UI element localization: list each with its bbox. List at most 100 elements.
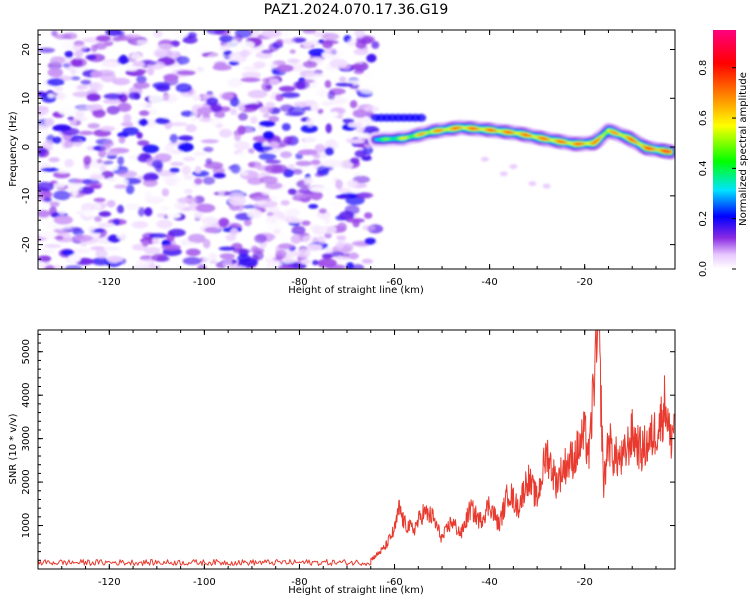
spectrogram-noise-blob	[266, 215, 278, 224]
spectrogram-noise-blob	[124, 203, 141, 210]
spectrogram-noise-blob	[262, 131, 275, 140]
spectrogram-noise-blob	[292, 168, 303, 175]
spectrogram-noise-blob	[68, 253, 81, 263]
snr-axes: -120 -100 -80 -60 -40 -20 1000 2000 3000 4000 5000	[21, 330, 675, 588]
spectrogram-noise-blob	[137, 140, 150, 146]
spectrogram-noise-blob	[177, 196, 198, 204]
spectrogram-noise-blob	[230, 227, 239, 236]
spectrogram-noise-blob	[335, 255, 352, 261]
spectrogram-noise-blob	[78, 130, 94, 136]
spectrogram-noise-blob	[351, 63, 365, 70]
spectrogram-noise-blob	[185, 124, 197, 133]
snr-frame	[37, 329, 676, 570]
spectrogram-noise-blob	[138, 206, 145, 217]
spectrogram-noise-blob	[235, 30, 253, 38]
spectrogram-noise-blob	[203, 146, 214, 153]
spectrogram-noise-blob	[345, 218, 365, 223]
spectrogram-noise-blob	[213, 172, 226, 179]
spectrogram-noise-blob	[160, 205, 170, 211]
spectrogram-noise-blob	[128, 92, 141, 100]
spectrogram-noise-blob	[38, 106, 49, 116]
spectrogram-noise-blob	[170, 161, 184, 166]
spectrogram-noise-blob	[91, 257, 110, 266]
spectrogram-xtick-label: -60	[386, 277, 402, 288]
spectrogram-noise-blob	[352, 109, 368, 118]
spectrogram-noise-blob	[102, 98, 123, 104]
spectrogram-noise-blob	[88, 225, 95, 233]
spectrogram-noise-blob	[361, 258, 373, 264]
spectrogram-noise-blob	[247, 209, 262, 219]
spectrogram-noise-blob	[284, 218, 303, 224]
spectrogram-noise-blob	[100, 144, 111, 151]
spectrogram-ridge-cell	[588, 142, 592, 145]
spectrogram-noise-blob	[38, 47, 55, 53]
spectrogram-noise-blob	[192, 151, 207, 156]
spectrogram-noise-blob	[337, 187, 351, 194]
spectrogram-noise-blob	[147, 174, 159, 180]
spectrogram-secondary-band	[416, 113, 427, 122]
spectrogram-noise-blob	[291, 225, 306, 235]
spectrogram-noise-blob	[123, 113, 132, 124]
snr-ytick-label: 4000	[21, 382, 32, 407]
spectrogram-noise-blob	[152, 236, 160, 245]
spectrogram-noise-blob	[54, 235, 64, 240]
spectrogram-noise-blob	[55, 167, 72, 174]
spectrogram-noise-blob	[131, 53, 142, 60]
spectrogram-noise-blob	[52, 124, 72, 132]
spectrogram-noise-blob	[238, 258, 258, 267]
spectrogram-noise-blob	[244, 103, 264, 110]
spectrogram-ridge-cell	[600, 135, 603, 138]
spectrogram-noise-blob	[161, 244, 181, 251]
spectrogram-noise-blob	[362, 225, 376, 231]
spectrogram-noise-blob	[151, 253, 168, 262]
spectrogram-ridge-cell	[462, 126, 465, 129]
spectrogram-noise-blob	[335, 179, 343, 190]
spectrogram-noise-blob	[331, 201, 343, 208]
spectrogram-frame	[37, 29, 676, 270]
spectrogram-ylabel: Frequency (Hz)	[8, 111, 19, 187]
spectrogram-noise-blob	[172, 30, 189, 39]
spectrogram-xtick-label: -100	[193, 277, 216, 288]
spectrogram-noise-blob	[94, 42, 107, 50]
spectrogram-noise-blob	[258, 106, 269, 114]
spectrogram-noise-blob	[90, 70, 103, 78]
spectrogram-noise-blob	[50, 56, 66, 65]
spectrogram-noise-blob	[180, 241, 197, 246]
spectrogram-ridge-cell	[668, 150, 672, 154]
spectrogram-ytick-label: 10	[21, 92, 32, 105]
spectrogram-noise-blob	[116, 230, 130, 240]
spectrogram-ridge-cell	[397, 137, 400, 140]
spectrogram-noise-blob	[63, 140, 74, 149]
spectrogram-noise-blob	[342, 118, 355, 124]
spectrogram-noise-blob	[97, 222, 115, 228]
spectrogram-noise-blob	[297, 149, 318, 156]
spectrogram-ridge-cell	[602, 133, 605, 137]
spectrogram-noise-blob	[290, 234, 302, 244]
spectrogram-noise-blob	[133, 81, 150, 89]
spectrogram-xtick-label: -20	[577, 277, 593, 288]
spectrogram-noise-blob	[46, 220, 59, 230]
spectrogram-noise-blob	[276, 64, 294, 73]
spectrogram-noise-blob	[359, 84, 378, 94]
spectrogram-noise-blob	[56, 147, 71, 156]
spectrogram-ridge-cell	[382, 138, 385, 141]
spectrogram-noise-blob	[53, 182, 66, 188]
spectrogram-noise-blob	[49, 201, 60, 208]
spectrogram-noise-blob	[356, 192, 374, 199]
spectrogram-noise-blob	[364, 212, 373, 219]
spectrogram-noise-blob	[177, 142, 194, 152]
spectrogram-noise-blob	[210, 117, 222, 126]
spectrogram-ridge-cell	[593, 141, 597, 144]
spectrogram-ridge-cell	[465, 126, 469, 130]
spectrogram-noise-blob	[202, 176, 215, 185]
spectrogram-ridge-cell	[389, 137, 392, 141]
spectrogram-noise-blob	[364, 237, 377, 245]
spectrogram-noise-blob	[170, 149, 183, 155]
spectrogram-noise-blob	[182, 36, 198, 44]
spectrogram-noise-blob	[64, 158, 74, 168]
spectrogram-noise-blob	[336, 235, 347, 241]
spectrogram-noise-blob	[323, 217, 331, 224]
spectrogram-noise-blob	[73, 234, 93, 242]
